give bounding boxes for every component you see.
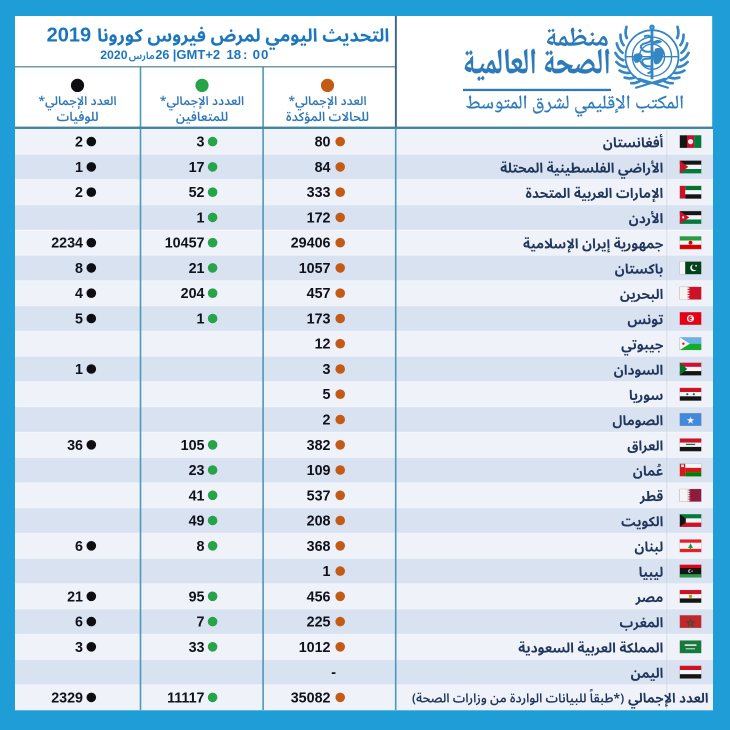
svg-text::: : — [243, 47, 247, 62]
svg-text:35082: 35082 — [291, 690, 331, 706]
svg-text:368: 368 — [307, 539, 331, 555]
svg-text:105: 105 — [181, 438, 205, 454]
svg-text:109: 109 — [307, 463, 331, 479]
svg-text:3: 3 — [75, 640, 83, 656]
svg-text:11117: 11117 — [167, 690, 204, 706]
svg-text:172: 172 — [307, 210, 331, 226]
svg-text:36: 36 — [67, 438, 83, 454]
svg-text:2020: 2020 — [100, 48, 128, 62]
svg-text:95: 95 — [189, 589, 205, 605]
svg-text:6: 6 — [75, 539, 83, 555]
svg-text:-: - — [331, 665, 336, 681]
svg-text:00: 00 — [253, 47, 270, 62]
svg-text:7: 7 — [197, 615, 205, 631]
svg-text:5: 5 — [75, 312, 83, 328]
svg-text:49: 49 — [189, 514, 205, 530]
svg-text:2019: 2019 — [47, 25, 92, 47]
svg-text:8: 8 — [75, 261, 83, 277]
svg-text:10457: 10457 — [165, 236, 205, 252]
svg-text:33: 33 — [189, 640, 205, 656]
svg-text:3: 3 — [323, 362, 331, 378]
svg-text:333: 333 — [307, 185, 331, 201]
svg-text:12: 12 — [315, 337, 331, 353]
svg-text:80: 80 — [315, 135, 331, 151]
svg-text:1012: 1012 — [299, 640, 331, 656]
svg-text:2: 2 — [323, 413, 331, 429]
svg-text:2329: 2329 — [51, 690, 83, 706]
svg-text:2: 2 — [75, 185, 83, 201]
svg-text:2234: 2234 — [51, 236, 83, 252]
svg-text:537: 537 — [307, 488, 331, 504]
svg-text:23: 23 — [189, 463, 205, 479]
svg-text:382: 382 — [307, 438, 331, 454]
svg-text:6: 6 — [75, 615, 83, 631]
svg-text:457: 457 — [307, 286, 331, 302]
svg-text:8: 8 — [197, 539, 205, 555]
svg-text:21: 21 — [189, 261, 205, 277]
svg-text:21: 21 — [67, 589, 83, 605]
svg-text:41: 41 — [189, 488, 205, 504]
svg-text:2: 2 — [75, 135, 83, 151]
svg-text:225: 225 — [307, 615, 331, 631]
svg-text:1: 1 — [323, 564, 331, 580]
svg-text:456: 456 — [307, 589, 331, 605]
svg-text:1057: 1057 — [299, 261, 331, 277]
svg-text:3: 3 — [197, 135, 205, 151]
svg-text:1: 1 — [197, 312, 205, 328]
svg-text:84: 84 — [315, 160, 331, 176]
svg-text:208: 208 — [307, 514, 331, 530]
svg-text:1: 1 — [197, 210, 205, 226]
svg-text:18: 18 — [226, 47, 241, 62]
svg-text:173: 173 — [307, 312, 331, 328]
svg-text:17: 17 — [189, 160, 205, 176]
svg-text:1: 1 — [75, 160, 83, 176]
svg-text:29406: 29406 — [291, 236, 331, 252]
svg-text:52: 52 — [189, 185, 205, 201]
svg-text:1: 1 — [75, 362, 83, 378]
svg-text:|GMT+2: |GMT+2 — [173, 47, 220, 62]
svg-text:5: 5 — [323, 387, 331, 403]
svg-text:26: 26 — [155, 48, 169, 62]
svg-text:4: 4 — [75, 286, 83, 302]
svg-text:204: 204 — [181, 286, 205, 302]
